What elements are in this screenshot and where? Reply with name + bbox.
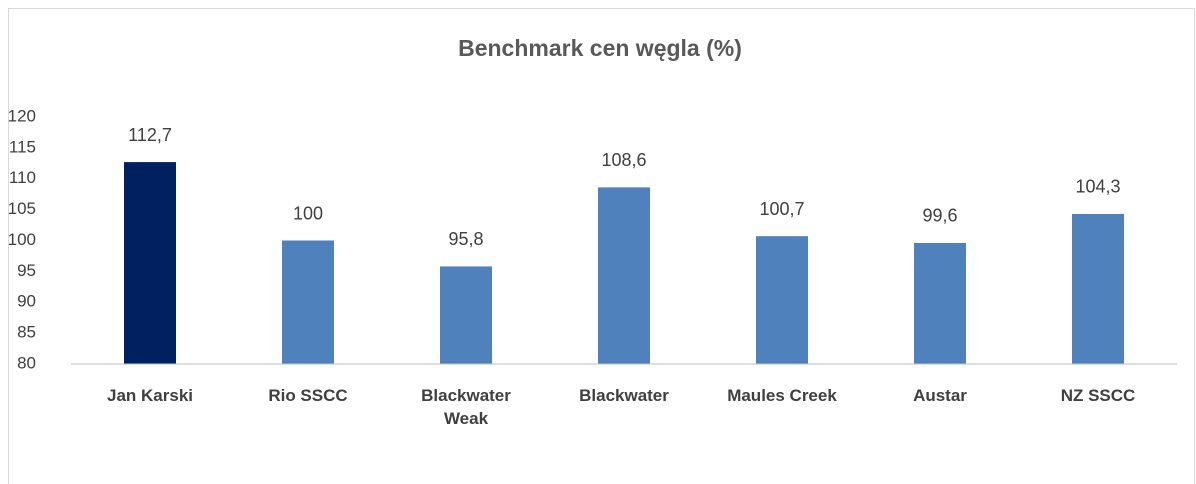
x-tick-label: NZ SSCC [1060,386,1136,405]
bar [440,266,492,364]
y-tick-label: 120 [8,106,36,125]
x-tick-label: Blackwater [579,386,669,405]
data-label: 112,7 [128,125,172,145]
data-label: 95,8 [448,229,483,249]
y-tick-label: 80 [17,353,36,372]
bar [1072,213,1124,364]
y-tick-label: 90 [17,292,36,311]
data-label: 104,3 [1075,177,1120,197]
y-tick-label: 100 [8,230,36,249]
bar [598,187,650,364]
x-tick-label: Austar [913,386,967,405]
x-tick-label: Jan Karski [107,386,193,405]
x-tick-label: Blackwater Weak [421,386,511,428]
bar [914,242,966,364]
data-label: 100 [293,203,323,223]
y-tick-label: 95 [17,261,36,280]
chart-border [8,8,1195,484]
data-label: 100,7 [759,199,804,219]
y-tick-label: 105 [8,199,36,218]
y-tick-label: 115 [9,137,36,156]
x-tick-label: Rio SSCC [268,386,348,405]
data-label: 99,6 [922,206,957,226]
bar [124,162,176,364]
y-tick-label: 110 [9,168,36,187]
chart-title: Benchmark cen węgla (%) [458,35,742,61]
y-tick-label: 85 [17,323,36,342]
bar [756,236,808,364]
data-label: 108,6 [601,150,646,170]
x-tick-label: Maules Creek [727,386,837,405]
bar [282,240,334,364]
